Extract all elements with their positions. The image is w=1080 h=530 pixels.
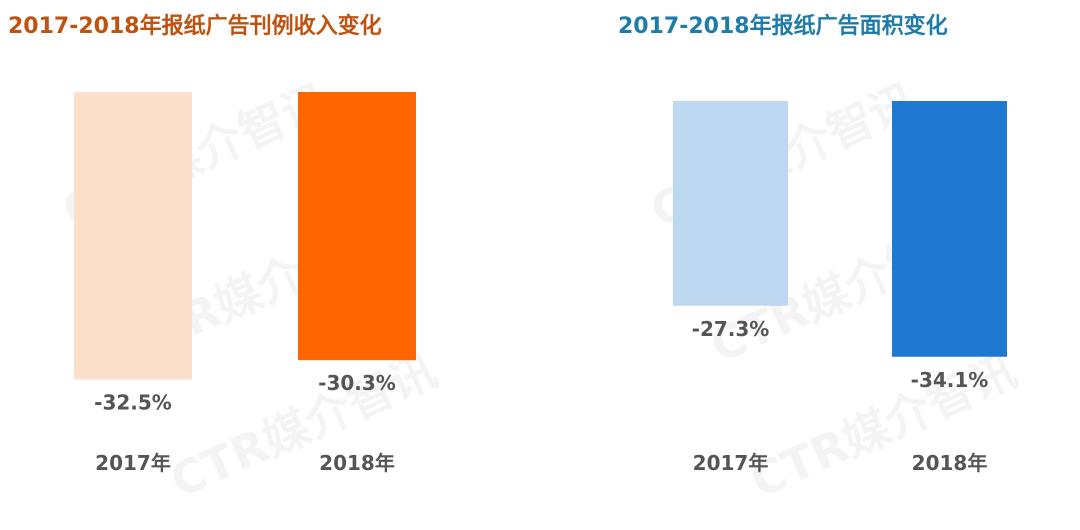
category-label: 2017年 <box>693 451 769 475</box>
bar-2017年 <box>673 101 788 306</box>
data-label: -32.5% <box>94 391 172 415</box>
chart-panel-area: 2017-2018年报纸广告面积变化 CTR媒介智讯 CTR媒介智讯 CTR媒介… <box>540 0 1080 530</box>
bar-2018年 <box>298 92 416 361</box>
data-label: -27.3% <box>692 317 770 341</box>
category-label: 2018年 <box>912 451 988 475</box>
category-label: 2017年 <box>95 451 171 475</box>
data-label: -30.3% <box>318 371 396 395</box>
category-label: 2018年 <box>319 451 395 475</box>
chart-title: 2017-2018年报纸广告刊例收入变化 <box>8 14 382 39</box>
data-label: -34.1% <box>911 368 989 392</box>
chart-title: 2017-2018年报纸广告面积变化 <box>618 14 948 39</box>
bar-2017年 <box>74 92 192 380</box>
chart-panel-revenue: 2017-2018年报纸广告刊例收入变化 CTR媒介智讯 CTR媒介智讯 CTR… <box>8 14 444 508</box>
bar-2018年 <box>892 101 1007 357</box>
bar-chart-area: -27.3% 2017年 -34.1% 2018年 <box>673 101 1007 475</box>
bar-chart-revenue: -32.5% 2017年 -30.3% 2018年 <box>74 92 416 475</box>
